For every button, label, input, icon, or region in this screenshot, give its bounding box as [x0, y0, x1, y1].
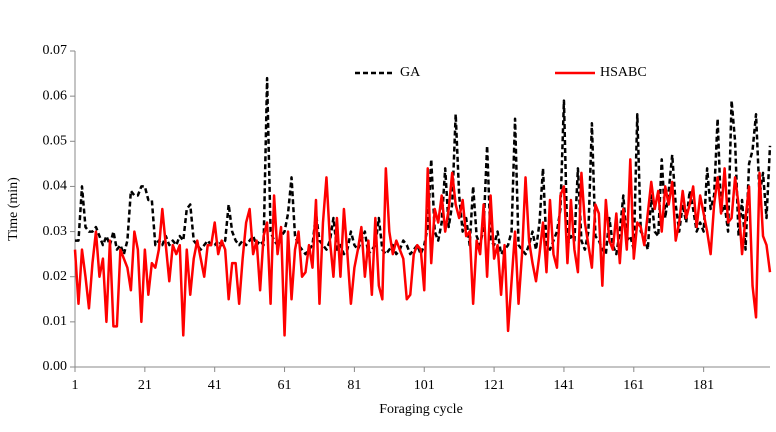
y-tick-label: 0.04 — [43, 179, 68, 194]
x-tick-label: 101 — [414, 378, 435, 393]
series-line — [73, 158, 772, 337]
series-line — [75, 76, 772, 256]
legend-label: HSABC — [600, 65, 647, 80]
y-tick-label: 0.03 — [43, 224, 68, 239]
x-tick-label: 1 — [72, 378, 79, 393]
x-axis-title: Foraging cycle — [379, 402, 463, 417]
y-tick-label: 0.00 — [43, 359, 68, 374]
x-tick-label: 21 — [138, 378, 152, 393]
y-tick-label: 0.07 — [43, 43, 68, 58]
x-tick-label: 181 — [693, 378, 714, 393]
y-axis-title: Time (min) — [6, 177, 21, 241]
x-tick-label: 141 — [553, 378, 574, 393]
x-tick-label: 61 — [278, 378, 292, 393]
y-tick-label: 0.01 — [43, 314, 68, 329]
y-tick-label: 0.02 — [43, 269, 68, 284]
x-tick-label: 121 — [484, 378, 505, 393]
y-tick-label: 0.05 — [43, 134, 68, 149]
y-tick-label: 0.06 — [43, 88, 68, 103]
x-tick-label: 41 — [208, 378, 222, 393]
x-tick-label: 161 — [623, 378, 644, 393]
x-tick-label: 81 — [347, 378, 361, 393]
legend-label: GA — [400, 65, 421, 80]
